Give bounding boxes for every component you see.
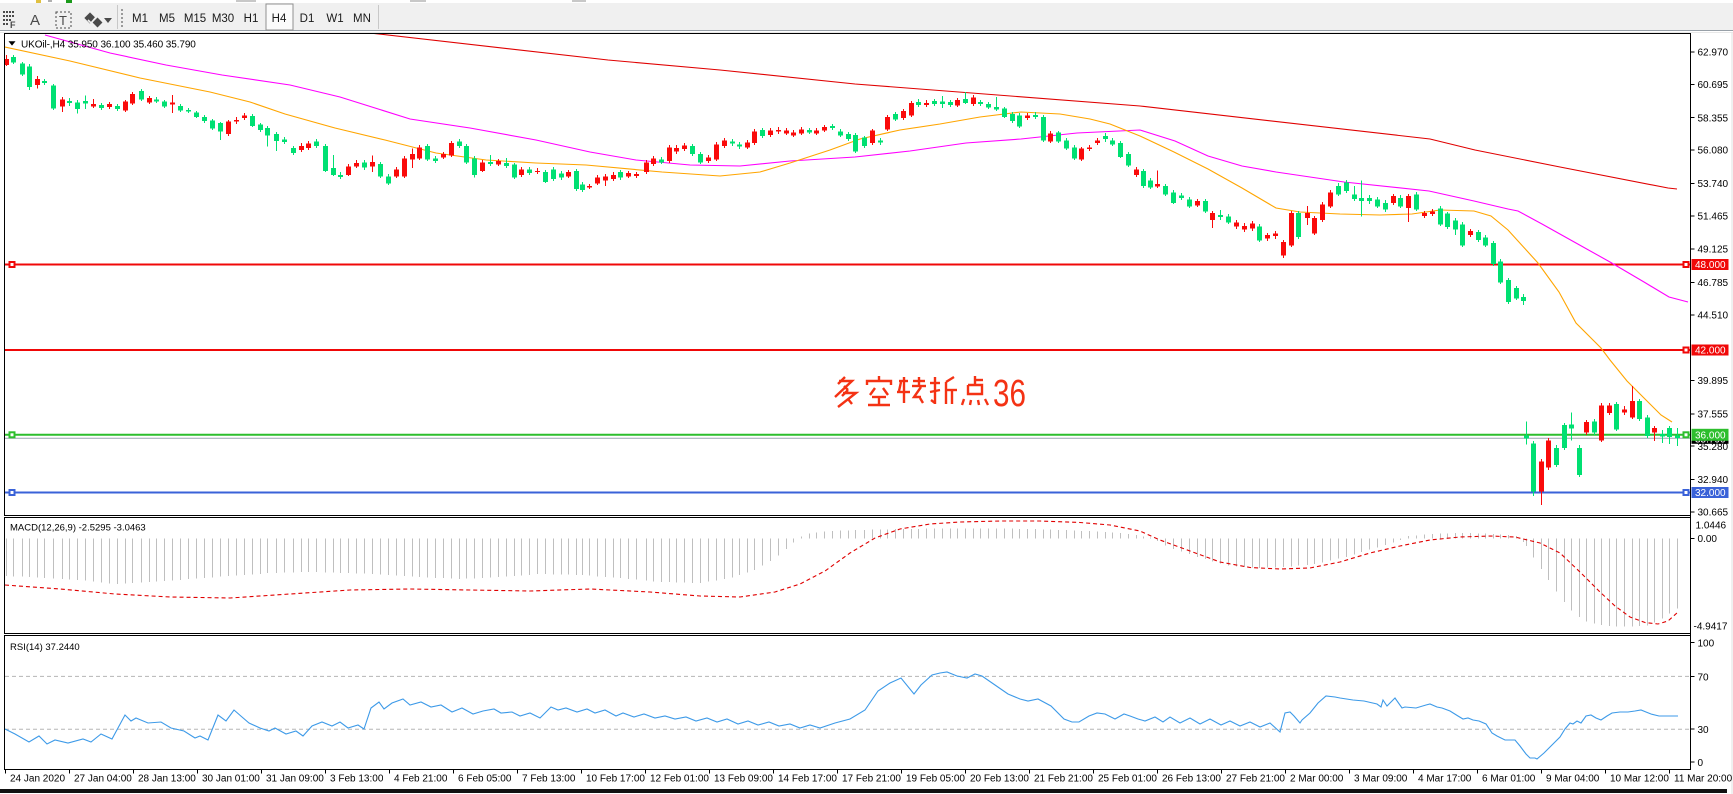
- svg-text:11 Mar 20:00: 11 Mar 20:00: [1674, 774, 1733, 785]
- svg-text:26 Feb 13:00: 26 Feb 13:00: [1162, 774, 1221, 785]
- svg-text:62.970: 62.970: [1698, 48, 1729, 59]
- svg-text:3 Mar 09:00: 3 Mar 09:00: [1354, 774, 1408, 785]
- svg-text:70: 70: [1698, 672, 1710, 683]
- svg-text:M15: M15: [184, 13, 206, 25]
- svg-text:-4.9417: -4.9417: [1694, 622, 1728, 633]
- svg-text:30: 30: [1698, 725, 1710, 736]
- svg-text:2 Mar 00:00: 2 Mar 00:00: [1290, 774, 1344, 785]
- svg-text:H1: H1: [244, 13, 259, 25]
- svg-text:37.555: 37.555: [1698, 409, 1729, 420]
- svg-text:MACD(12,26,9) -2.5295 -3.0463: MACD(12,26,9) -2.5295 -3.0463: [10, 523, 146, 534]
- svg-text:30.665: 30.665: [1698, 508, 1729, 519]
- svg-text:100: 100: [1698, 639, 1715, 650]
- svg-text:10 Feb 17:00: 10 Feb 17:00: [586, 774, 645, 785]
- svg-text:0: 0: [1698, 758, 1704, 769]
- svg-text:MN: MN: [353, 13, 371, 25]
- svg-text:0.00: 0.00: [1698, 534, 1718, 545]
- svg-text:D1: D1: [300, 13, 315, 25]
- svg-text:27 Jan 04:00: 27 Jan 04:00: [74, 774, 132, 785]
- svg-text:35.280: 35.280: [1698, 442, 1729, 453]
- svg-text:60.695: 60.695: [1698, 80, 1729, 91]
- svg-text:24 Jan 2020: 24 Jan 2020: [10, 774, 65, 785]
- svg-text:58.355: 58.355: [1698, 113, 1729, 124]
- svg-text:7 Feb 13:00: 7 Feb 13:00: [522, 774, 576, 785]
- svg-text:RSI(14) 37.2440: RSI(14) 37.2440: [10, 642, 80, 653]
- svg-text:14 Feb 17:00: 14 Feb 17:00: [778, 774, 837, 785]
- svg-text:49.125: 49.125: [1698, 245, 1729, 256]
- svg-text:UKOil-,H4 35.950 36.100 35.460: UKOil-,H4 35.950 36.100 35.460 35.790: [21, 40, 196, 51]
- svg-text:13 Feb 09:00: 13 Feb 09:00: [714, 774, 773, 785]
- svg-text:10 Mar 12:00: 10 Mar 12:00: [1610, 774, 1669, 785]
- svg-text:53.740: 53.740: [1698, 179, 1729, 190]
- svg-text:H4: H4: [272, 13, 287, 25]
- svg-text:M5: M5: [159, 13, 175, 25]
- svg-text:32.000: 32.000: [1695, 488, 1726, 499]
- svg-text:36: 36: [993, 373, 1026, 415]
- svg-text:32.940: 32.940: [1698, 475, 1729, 486]
- svg-text:3 Feb 13:00: 3 Feb 13:00: [330, 774, 384, 785]
- svg-text:56.080: 56.080: [1698, 146, 1729, 157]
- svg-text:T: T: [59, 13, 67, 28]
- svg-text:21 Feb 21:00: 21 Feb 21:00: [1034, 774, 1093, 785]
- svg-text:A: A: [30, 12, 40, 29]
- svg-text:W1: W1: [326, 13, 343, 25]
- svg-text:4 Mar 17:00: 4 Mar 17:00: [1418, 774, 1472, 785]
- svg-text:36.000: 36.000: [1695, 430, 1726, 441]
- svg-text:27 Feb 21:00: 27 Feb 21:00: [1226, 774, 1285, 785]
- svg-text:6 Mar 01:00: 6 Mar 01:00: [1482, 774, 1536, 785]
- svg-text:31 Jan 09:00: 31 Jan 09:00: [266, 774, 324, 785]
- svg-text:25 Feb 01:00: 25 Feb 01:00: [1098, 774, 1157, 785]
- svg-text:48.000: 48.000: [1695, 260, 1726, 271]
- svg-text:19 Feb 05:00: 19 Feb 05:00: [906, 774, 965, 785]
- svg-text:6 Feb 05:00: 6 Feb 05:00: [458, 774, 512, 785]
- svg-text:42.000: 42.000: [1695, 346, 1726, 357]
- svg-text:M30: M30: [212, 13, 234, 25]
- svg-text:12 Feb 01:00: 12 Feb 01:00: [650, 774, 709, 785]
- svg-text:46.785: 46.785: [1698, 278, 1729, 289]
- svg-text:20 Feb 13:00: 20 Feb 13:00: [970, 774, 1029, 785]
- svg-text:M1: M1: [132, 13, 148, 25]
- svg-text:44.510: 44.510: [1698, 310, 1729, 321]
- svg-text:51.465: 51.465: [1698, 211, 1729, 222]
- svg-text:4 Feb 21:00: 4 Feb 21:00: [394, 774, 448, 785]
- svg-text:39.895: 39.895: [1698, 376, 1729, 387]
- svg-text:F: F: [10, 20, 16, 30]
- svg-text:9 Mar 04:00: 9 Mar 04:00: [1546, 774, 1600, 785]
- svg-text:1.0446: 1.0446: [1696, 521, 1727, 532]
- svg-text:28 Jan 13:00: 28 Jan 13:00: [138, 774, 196, 785]
- svg-text:30 Jan 01:00: 30 Jan 01:00: [202, 774, 260, 785]
- svg-text:17 Feb 21:00: 17 Feb 21:00: [842, 774, 901, 785]
